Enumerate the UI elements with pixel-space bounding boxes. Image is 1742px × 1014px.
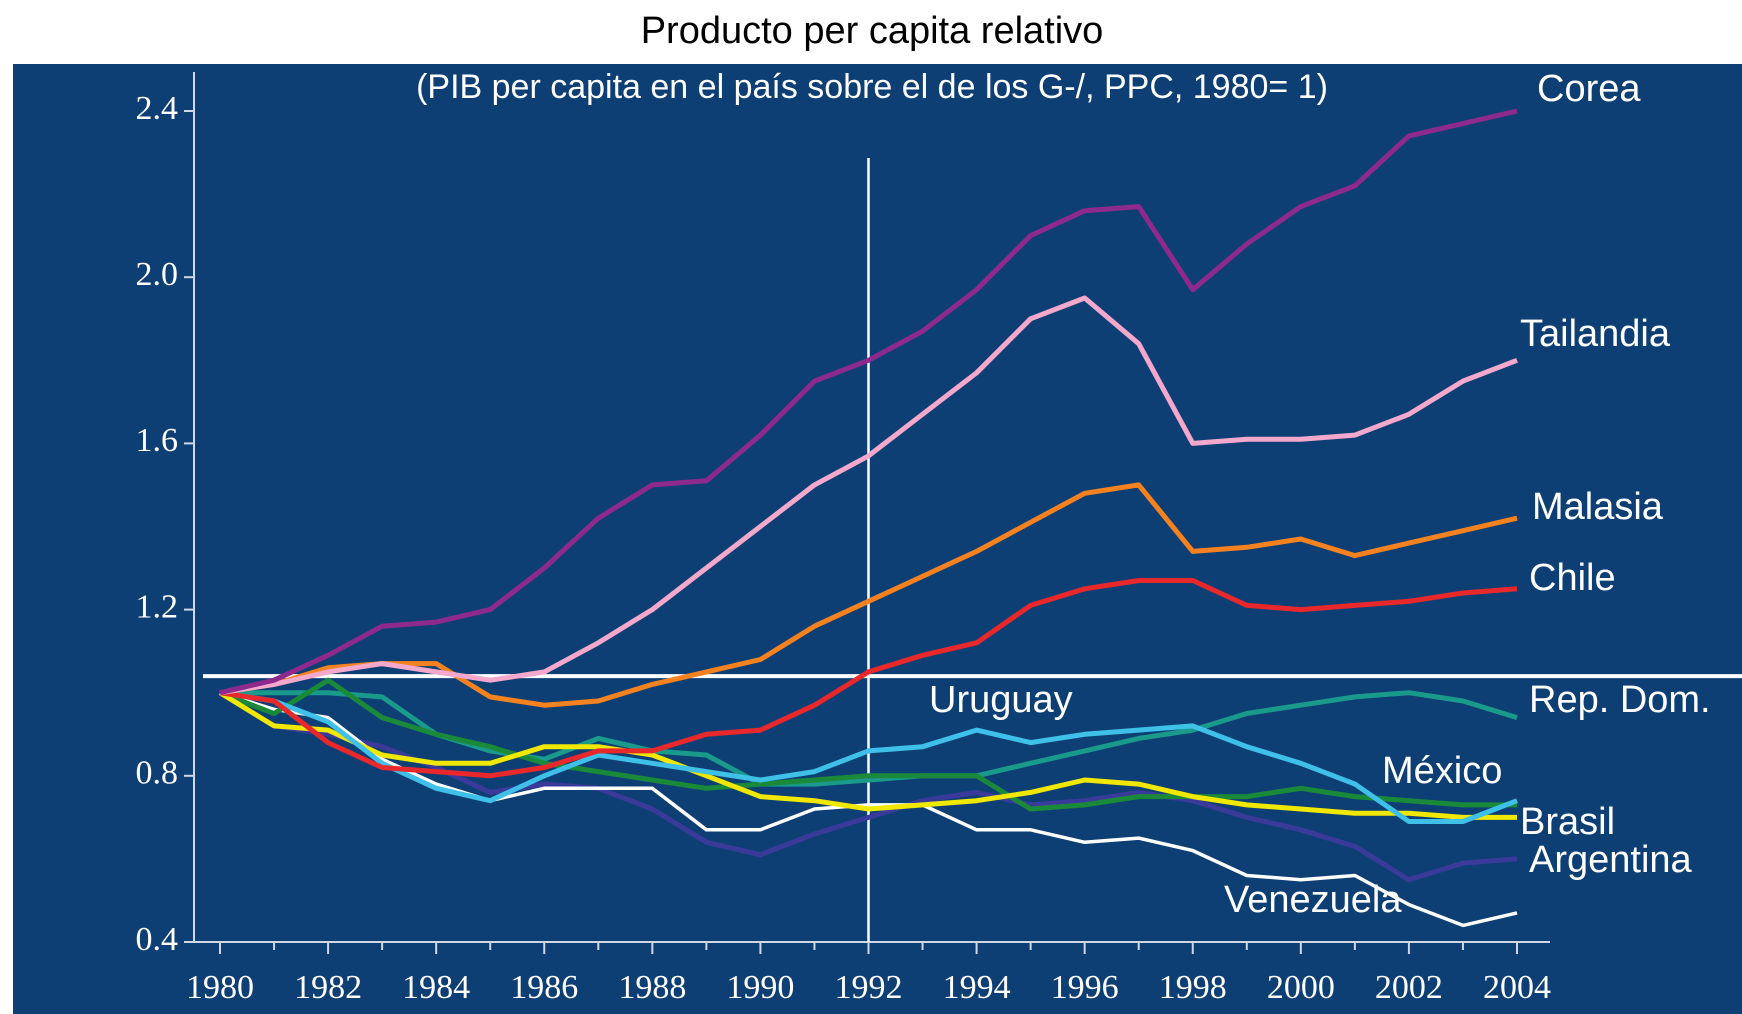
plot-background (13, 64, 1742, 1014)
series-line (219, 578, 1518, 779)
series-line (219, 108, 1518, 696)
x-tick-label: 1998 (1159, 969, 1227, 1006)
x-tick-label: 1994 (943, 969, 1011, 1006)
series-line (219, 677, 1517, 812)
y-tick-label: 2.4 (136, 90, 179, 127)
x-tick-label: 1982 (294, 969, 362, 1006)
y-tick-label: 0.8 (136, 755, 179, 792)
series-line (219, 482, 1518, 708)
series-label: Tailandia (1520, 313, 1671, 355)
series-line (219, 691, 1518, 928)
series-label: Rep. Dom. (1529, 679, 1711, 721)
x-tick-label: 1980 (186, 969, 254, 1006)
chart-title: Producto per capita relativo (641, 10, 1104, 52)
series-label: Argentina (1529, 839, 1693, 881)
series-line (218, 690, 1517, 820)
series-label: Uruguay (929, 679, 1073, 721)
x-tick-label: 1984 (402, 969, 470, 1006)
y-tick-label: 1.6 (136, 422, 179, 459)
x-tick-label: 2004 (1483, 969, 1551, 1006)
y-tick-label: 2.0 (136, 256, 179, 293)
series-label: Corea (1537, 68, 1641, 110)
series-label: Venezuela (1224, 879, 1402, 921)
series-label: Brasil (1520, 801, 1615, 843)
x-tick-label: 1988 (618, 969, 686, 1006)
x-tick-label: 1990 (726, 969, 794, 1006)
x-tick-label: 2000 (1267, 969, 1335, 1006)
x-tick-label: 2002 (1375, 969, 1443, 1006)
series-label: Malasia (1532, 486, 1664, 528)
x-tick-label: 1996 (1051, 969, 1119, 1006)
series-line (219, 295, 1518, 696)
series-label: México (1382, 750, 1502, 792)
series-line (218, 690, 1518, 883)
x-tick-label: 1986 (510, 969, 578, 1006)
y-tick-label: 0.4 (136, 921, 179, 958)
x-tick-label: 1992 (835, 969, 903, 1006)
y-tick-label: 1.2 (136, 588, 179, 625)
series-line (219, 690, 1518, 824)
series-label: Chile (1529, 557, 1616, 599)
chart-subtitle: (PIB per capita en el país sobre el de l… (416, 68, 1328, 106)
